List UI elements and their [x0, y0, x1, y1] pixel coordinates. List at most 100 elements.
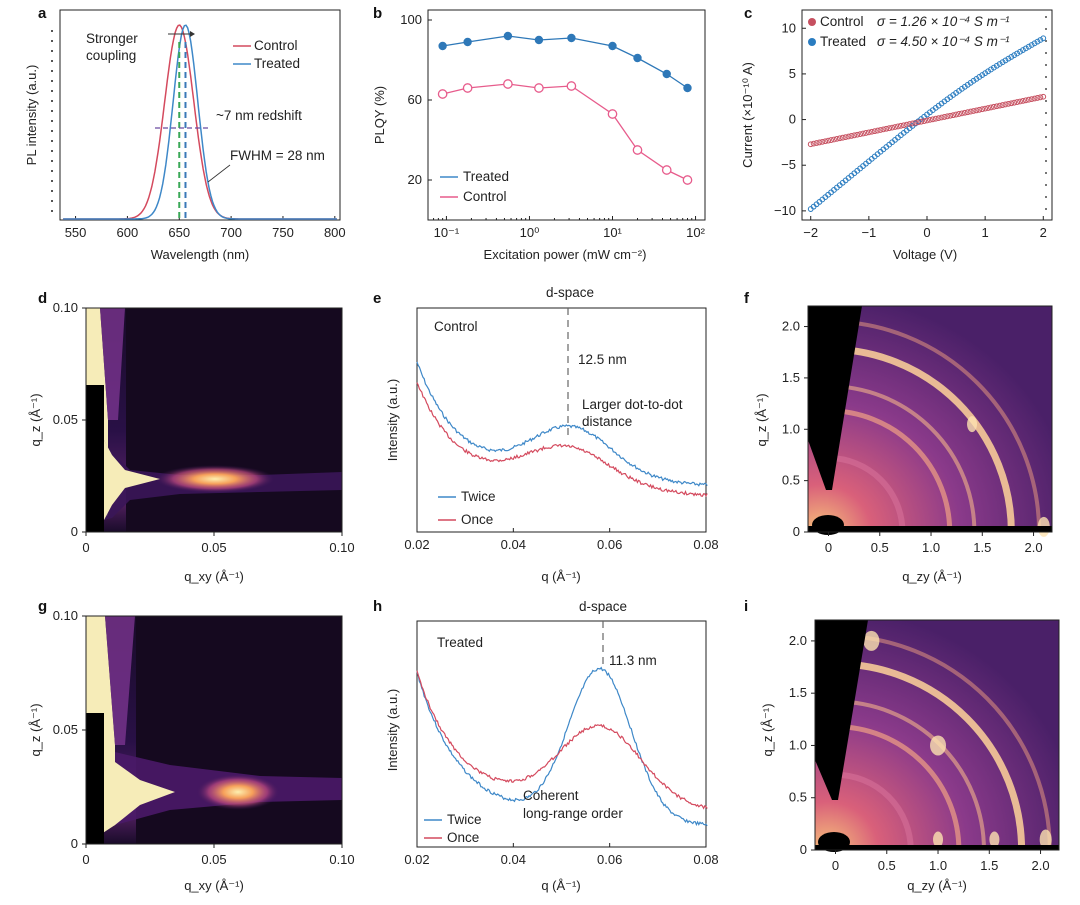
scattering-rings — [835, 630, 1052, 851]
series-line-treated — [442, 35, 688, 89]
x-tick-label: 0.5 — [878, 858, 896, 873]
horizon-shadow — [808, 526, 1052, 532]
x-tick-label: 650 — [168, 225, 190, 240]
x-tick-label: −1 — [861, 225, 876, 240]
y-tick-label: 1.5 — [782, 370, 800, 385]
legend-marker-control — [808, 18, 816, 26]
x-tick-label: 0.06 — [597, 852, 622, 867]
x-tick-label: 550 — [65, 225, 87, 240]
data-point-treated — [1008, 54, 1015, 60]
legend-label-control: Control — [820, 14, 864, 29]
series-line-treated — [63, 24, 337, 220]
right-minor-dot — [1045, 88, 1047, 90]
data-point-control — [860, 130, 866, 137]
data-point-treated — [534, 35, 544, 45]
data-point-treated — [503, 31, 513, 41]
data-point-control — [503, 79, 513, 89]
x-ticks: 550 600 650 700 750 800 — [65, 216, 346, 240]
right-minor-dot — [1045, 208, 1047, 210]
y-tick-label: 0.10 — [53, 300, 78, 315]
data-point-control — [828, 137, 834, 143]
y-minor-dot — [51, 150, 53, 152]
panel-a: 550 600 650 700 750 800 Stronger coupling ~7 … — [24, 9, 346, 262]
data-point-control — [836, 135, 843, 142]
x-axis-label: q_zy (Å⁻¹) — [902, 569, 962, 584]
panel-c-label: c — [744, 5, 752, 22]
y-axis-label: q_z (Å⁻¹) — [28, 393, 43, 446]
data-point-treated — [988, 66, 994, 73]
panel-f: 0 0 0.5 0.5 1.0 1.0 1.5 1.5 2.0 2.0 q_zy (Å⁻¹) q_… — [754, 305, 1053, 584]
legend-label-treated: Treated — [463, 169, 509, 184]
x-tick-label: 0.10 — [329, 852, 354, 867]
right-minor-dot — [1045, 16, 1047, 18]
right-minor-dot — [1045, 40, 1047, 42]
data-point-control — [964, 109, 971, 116]
data-point-control — [958, 110, 965, 117]
x-axis-label: q_xy (Å⁻¹) — [184, 878, 244, 893]
data-point-control — [1028, 96, 1035, 103]
data-point-control — [857, 131, 864, 138]
data-point-control — [871, 128, 878, 135]
scattering-ring — [828, 319, 1042, 533]
x-tick-label: 0.05 — [201, 852, 226, 867]
right-minor-dot — [1045, 28, 1047, 30]
axes-ticks: 10⁻¹ 10⁰ 10¹ 10² 20 60 100 — [400, 12, 705, 240]
y-tick-label: 1.5 — [789, 685, 807, 700]
y-minor-dot — [51, 70, 53, 72]
scattering-ring — [835, 771, 914, 851]
y-tick-label: 0.10 — [53, 608, 78, 623]
y-minor-dot — [51, 90, 53, 92]
legend-label-once: Once — [461, 512, 493, 527]
data-point-control — [918, 118, 925, 125]
data-point-control — [848, 133, 855, 139]
scattering-rings — [828, 319, 1050, 537]
axes-frame — [814, 619, 1060, 851]
y-tick-label: 0.5 — [789, 790, 807, 805]
y-axis-label: q_z (Å⁻¹) — [28, 703, 43, 756]
x-tick-label: 1.0 — [922, 540, 940, 555]
data-point-treated — [1037, 37, 1044, 43]
data-point-treated — [608, 41, 617, 51]
x-axis-label: Wavelength (nm) — [151, 247, 250, 262]
y-axis-label: PLQY (%) — [372, 86, 387, 144]
data-point-control — [807, 141, 814, 148]
axes-ticks: 00 0.05 0.05 0.10 0.10 — [53, 608, 355, 867]
data-point-control — [967, 108, 974, 115]
axes-frame — [416, 620, 707, 848]
data-point-control — [956, 111, 962, 117]
data-point-control — [979, 106, 986, 113]
x-tick-label: 0 — [825, 540, 832, 555]
data-point-control — [1002, 101, 1009, 108]
y-tick-label: 2.0 — [782, 319, 800, 334]
y-tick-label: 0.05 — [53, 412, 78, 427]
data-point-treated — [567, 33, 576, 43]
x-tick-label: 700 — [220, 225, 242, 240]
note-line-2: long-range order — [523, 806, 623, 821]
data-point-treated — [1031, 40, 1038, 47]
series-line-once — [416, 382, 708, 498]
legend-label-once: Once — [447, 830, 479, 845]
series-line-twice — [416, 361, 708, 487]
specular-tail — [104, 755, 175, 830]
annotation-coupling-2: coupling — [86, 48, 136, 63]
data-point-control — [941, 114, 948, 120]
axes-ticks: 0.02 0.04 0.06 0.08 — [404, 843, 719, 867]
data-point-control — [909, 120, 916, 127]
data-point-control — [865, 129, 872, 136]
y-tick-label: 100 — [400, 12, 422, 27]
y-minor-dot — [51, 50, 53, 52]
y-minor-dot — [51, 180, 53, 182]
data-point-control — [1034, 95, 1041, 101]
axes-frame — [427, 9, 706, 221]
data-point-control — [880, 126, 887, 133]
data-point-control — [912, 119, 919, 126]
data-point-control — [892, 124, 898, 130]
data-point-treated — [633, 53, 642, 63]
note-line-1: Larger dot-to-dot — [582, 397, 683, 412]
panel-e-label: e — [373, 290, 381, 307]
data-point-treated — [999, 59, 1006, 66]
data-point-control — [973, 107, 980, 114]
data-point-control — [993, 103, 1000, 110]
data-point-control — [1031, 95, 1038, 102]
annotation-fwhm: FWHM = 28 nm — [230, 148, 325, 163]
